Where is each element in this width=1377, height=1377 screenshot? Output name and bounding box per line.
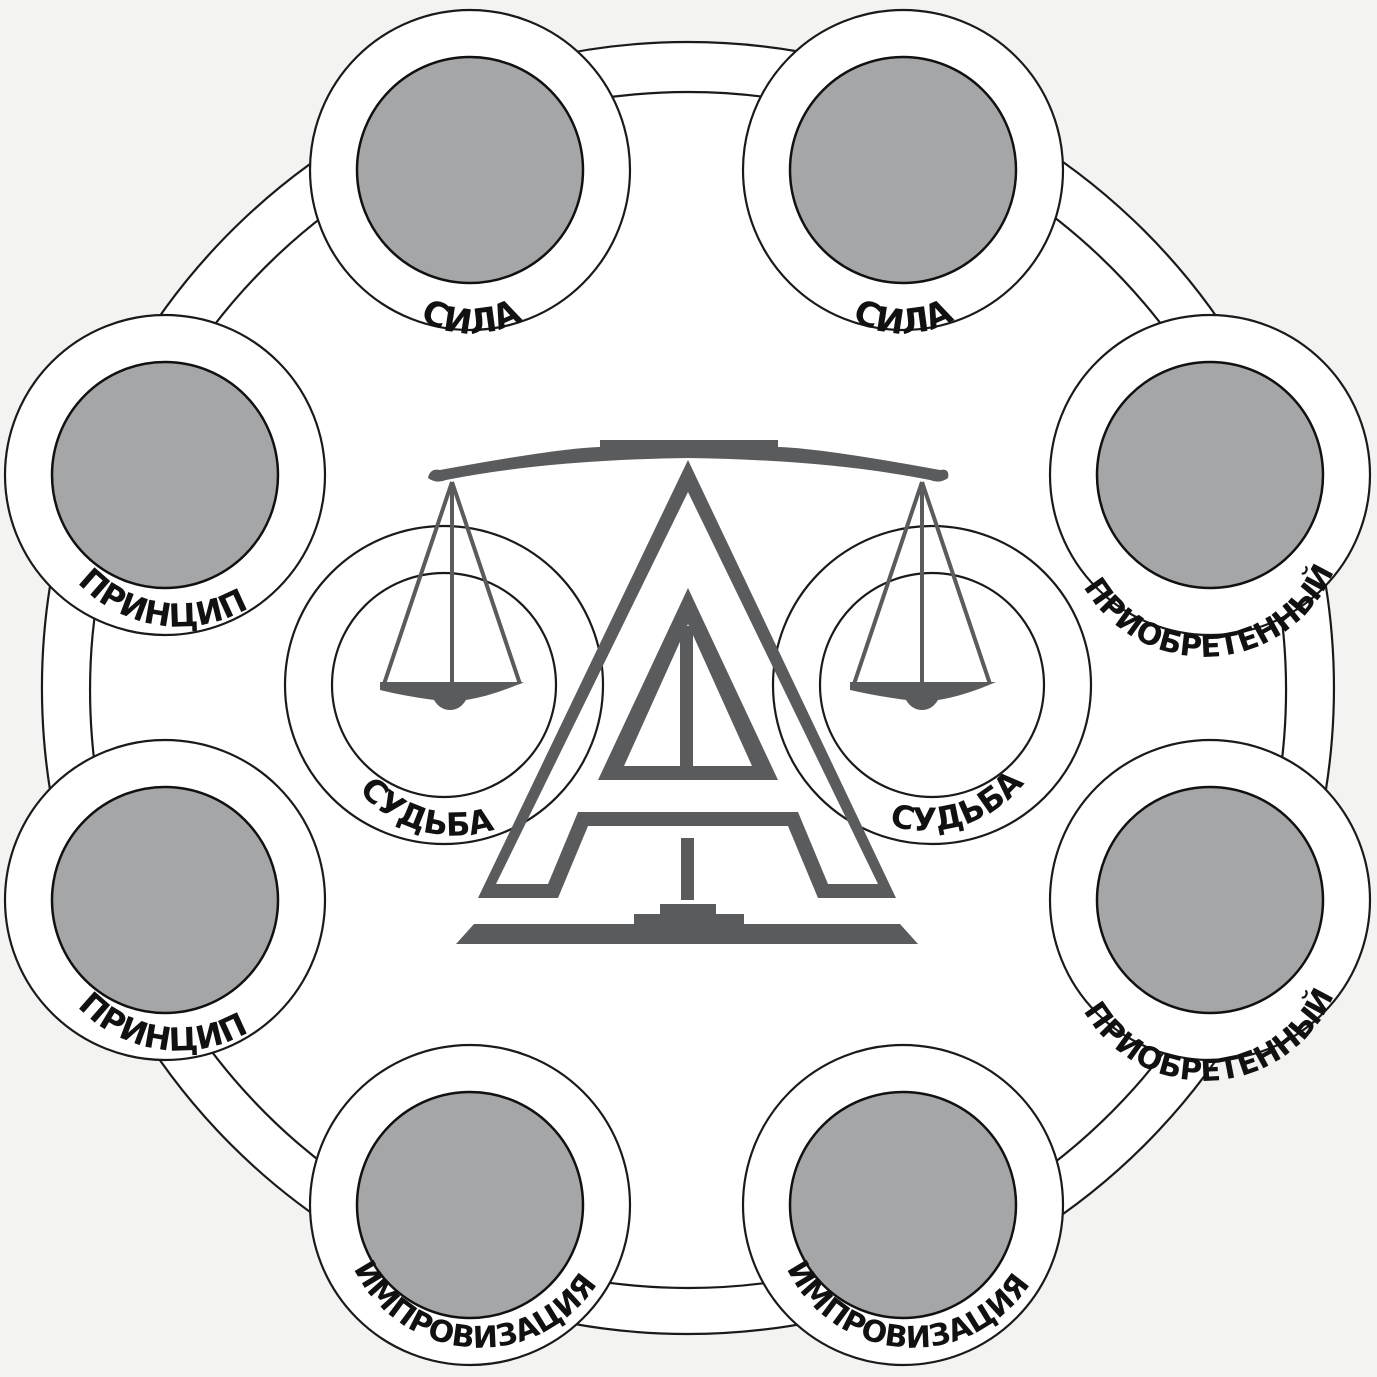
slot-disc[interactable]	[788, 1090, 1018, 1320]
slot-disc[interactable]	[1095, 360, 1325, 590]
slot-disc[interactable]	[1095, 785, 1325, 1015]
slot-disc[interactable]	[788, 55, 1018, 285]
slot-disc[interactable]	[355, 1090, 585, 1320]
card-slot-2[interactable]	[741, 8, 1065, 332]
scales-letter-a-icon	[380, 440, 996, 944]
card-slot-8[interactable]	[3, 738, 327, 1062]
slot-disc[interactable]	[50, 360, 280, 590]
card-slot-4[interactable]	[1048, 738, 1372, 1062]
card-slot-3[interactable]	[1048, 313, 1372, 637]
card-slot-5[interactable]	[741, 1043, 1065, 1367]
card-slot-6[interactable]	[308, 1043, 632, 1367]
card-slot-7[interactable]	[3, 313, 327, 637]
card-slot-1[interactable]	[308, 8, 632, 332]
slot-disc[interactable]	[355, 55, 585, 285]
slot-disc[interactable]	[50, 785, 280, 1015]
